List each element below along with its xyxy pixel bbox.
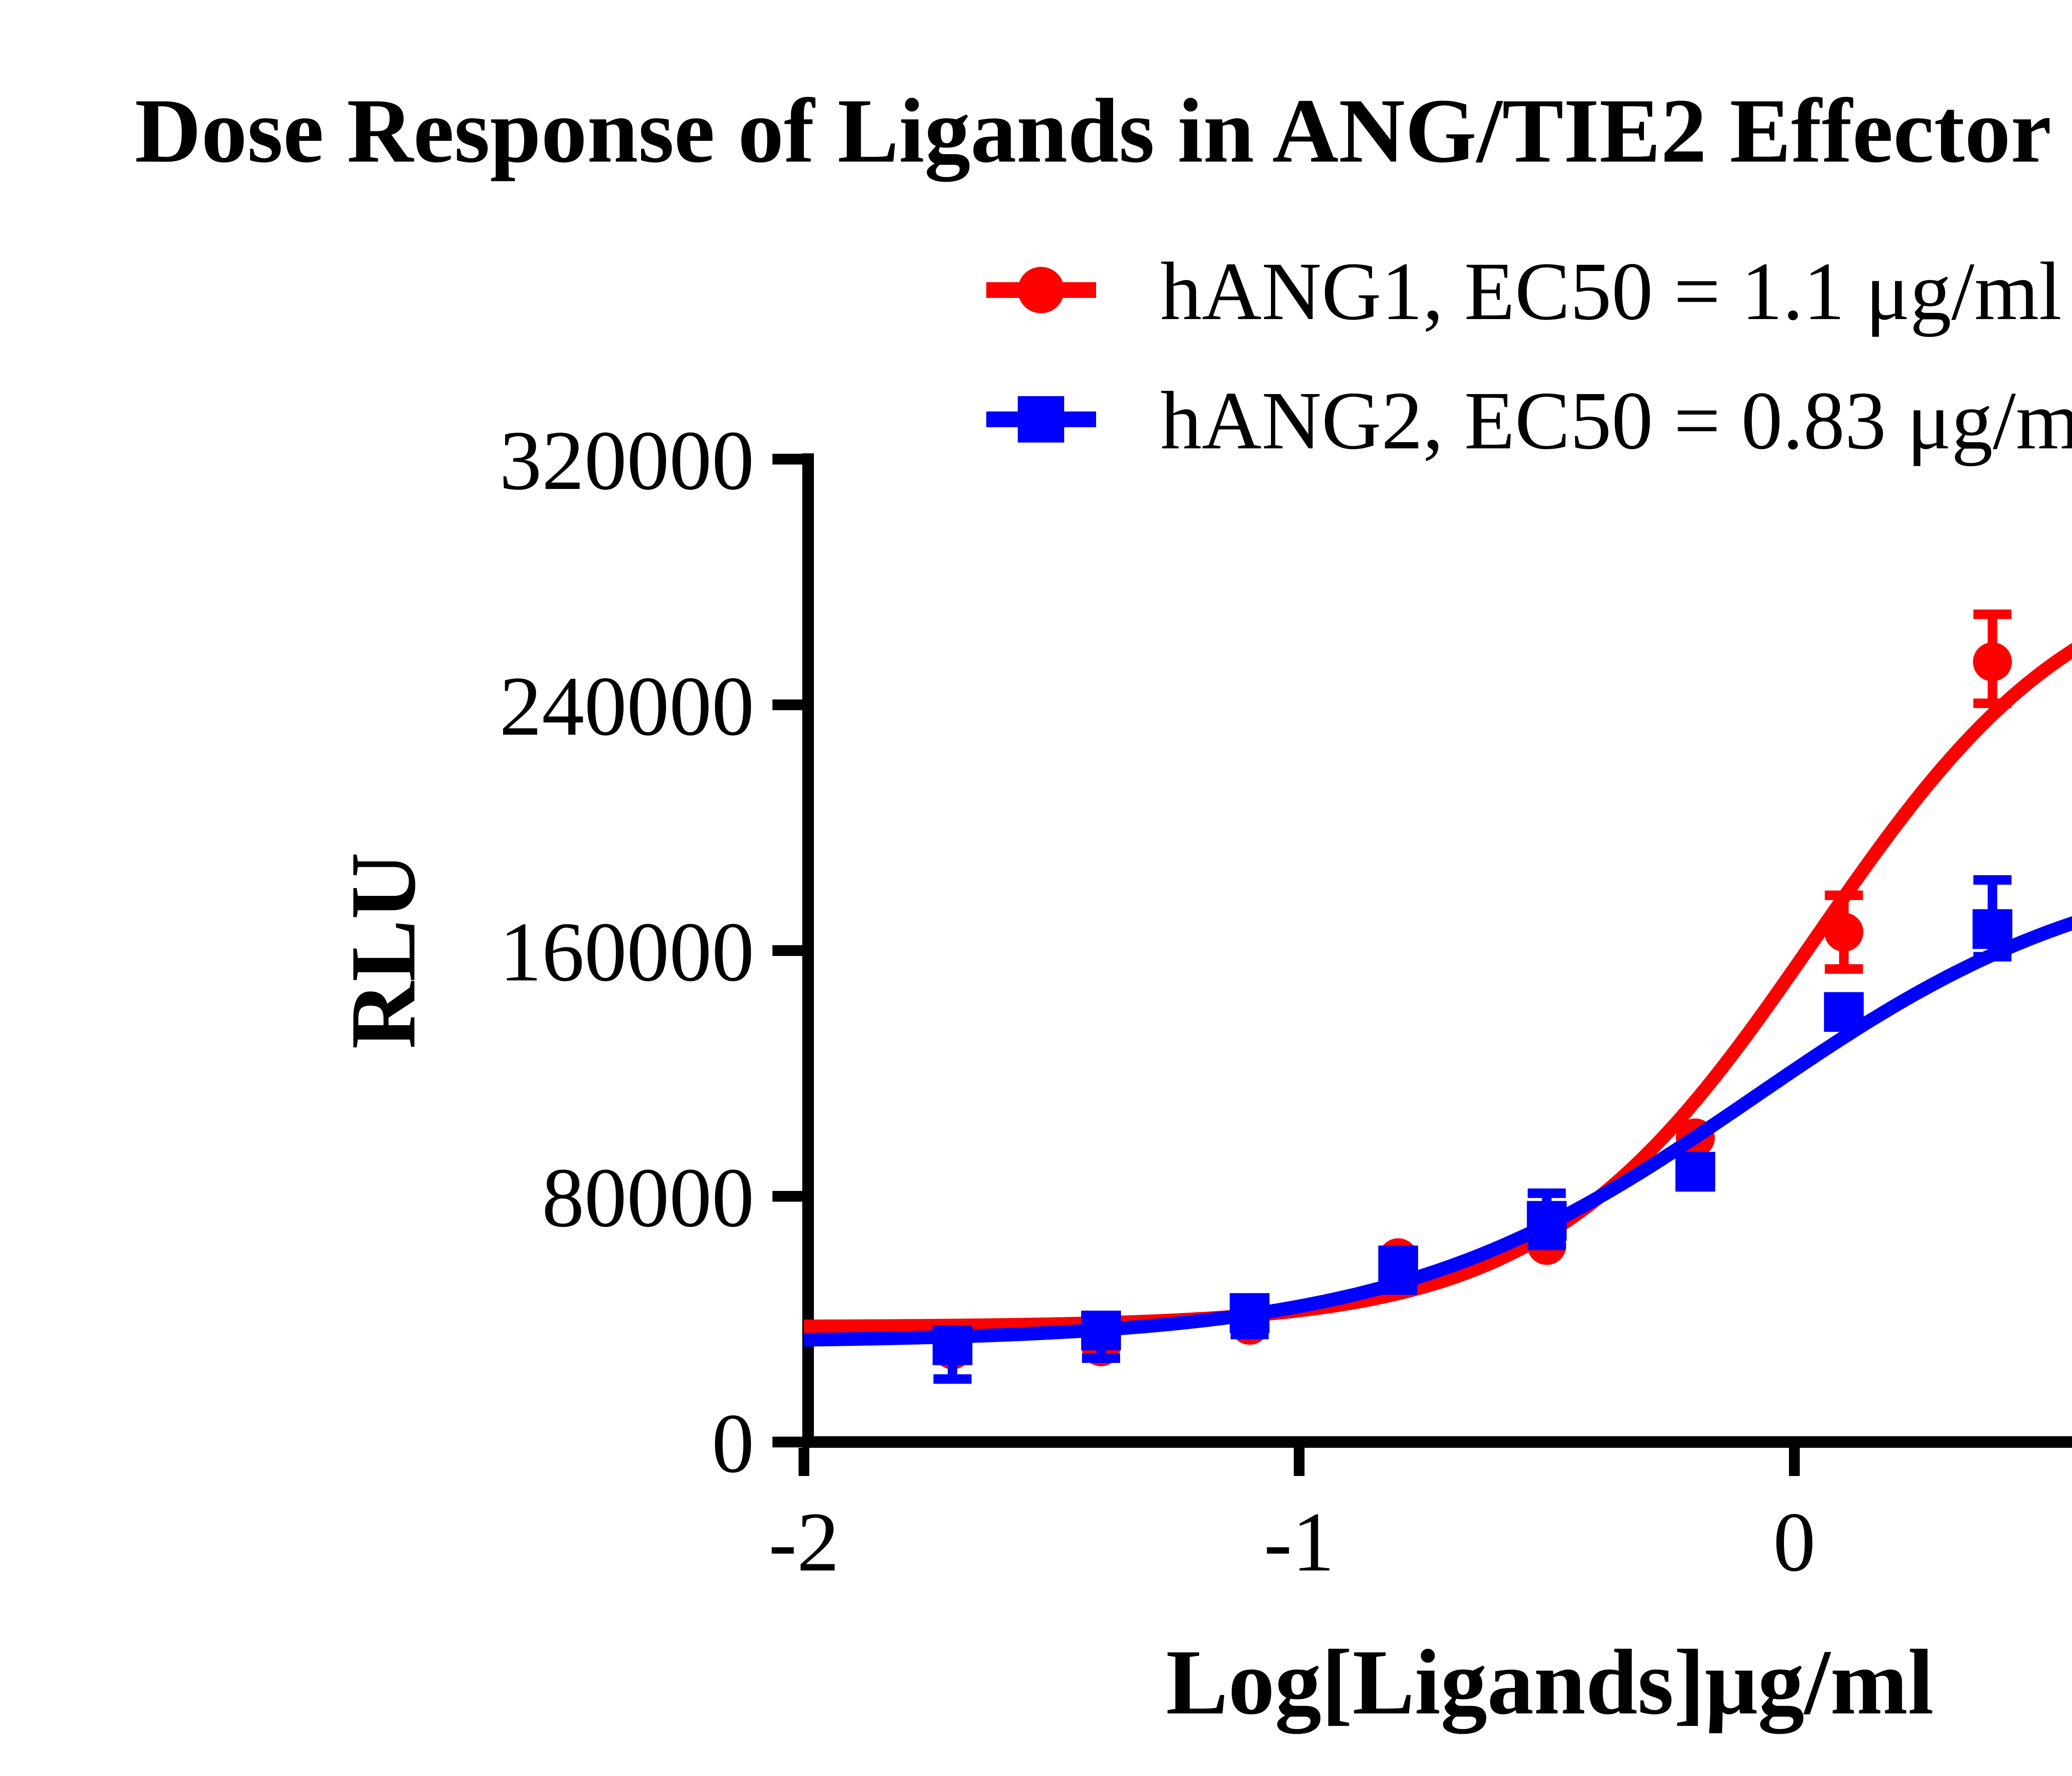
x-tick-label: -2 [769,1495,840,1589]
hANG2-data-point [1824,992,1864,1032]
plot-series [804,609,2072,1384]
x-tick-group: -2-101 [769,1448,1816,1589]
legend-item-hang1: hANG1, EC50 = 1.1 μg/ml [986,246,2062,337]
x-tick-label: 0 [1773,1495,1816,1589]
y-tick-label: 80000 [542,1151,755,1245]
hANG2-fit-curve [804,916,2072,1347]
legend-square-marker-icon [1018,396,1064,443]
legend-item-hang2: hANG2, EC50 = 0.83 μg/ml [986,375,2072,467]
legend-circle-marker-icon [1018,267,1064,313]
series-hANG2 [804,875,2072,1384]
hANG2-data-point [1527,1201,1567,1241]
hANG1-data-point [1824,912,1864,952]
hANG2-data-point [1973,909,2012,949]
legend: hANG1, EC50 = 1.1 μg/ml hANG2, EC50 = 0.… [986,246,2072,467]
hANG2-data-point [1675,1152,1715,1192]
hANG1-fit-curve [804,643,2072,1333]
legend-label-hang1: hANG1, EC50 = 1.1 μg/ml [1160,246,2062,337]
y-tick-label: 160000 [499,905,754,999]
y-tick-group: 0 80000 160000 240000 320000 [499,414,802,1490]
x-axis: -2-101 Log[Ligands]μg/ml [769,1436,2072,1734]
y-tick-label: 240000 [499,659,754,753]
x-tick-label: -1 [1264,1495,1335,1589]
y-axis: 0 80000 160000 240000 320000 RLU [331,414,814,1490]
hANG1-data-point [1973,642,2012,682]
hANG2-data-point [1081,1310,1121,1350]
legend-label-hang2: hANG2, EC50 = 0.83 μg/ml [1160,375,2072,467]
y-tick-label: 320000 [499,414,754,508]
chart-title: Dose Response of Ligands in ANG/TIE2 Eff… [135,80,2072,182]
y-axis-title: RLU [331,852,435,1049]
x-axis-title: Log[Ligands]μg/ml [1166,1630,1934,1734]
series-hANG1 [804,609,2072,1370]
hANG2-data-point [932,1325,973,1365]
hANG2-data-point [1378,1245,1418,1285]
hANG2-data-point [1230,1293,1270,1333]
y-tick-label: 0 [712,1396,755,1490]
